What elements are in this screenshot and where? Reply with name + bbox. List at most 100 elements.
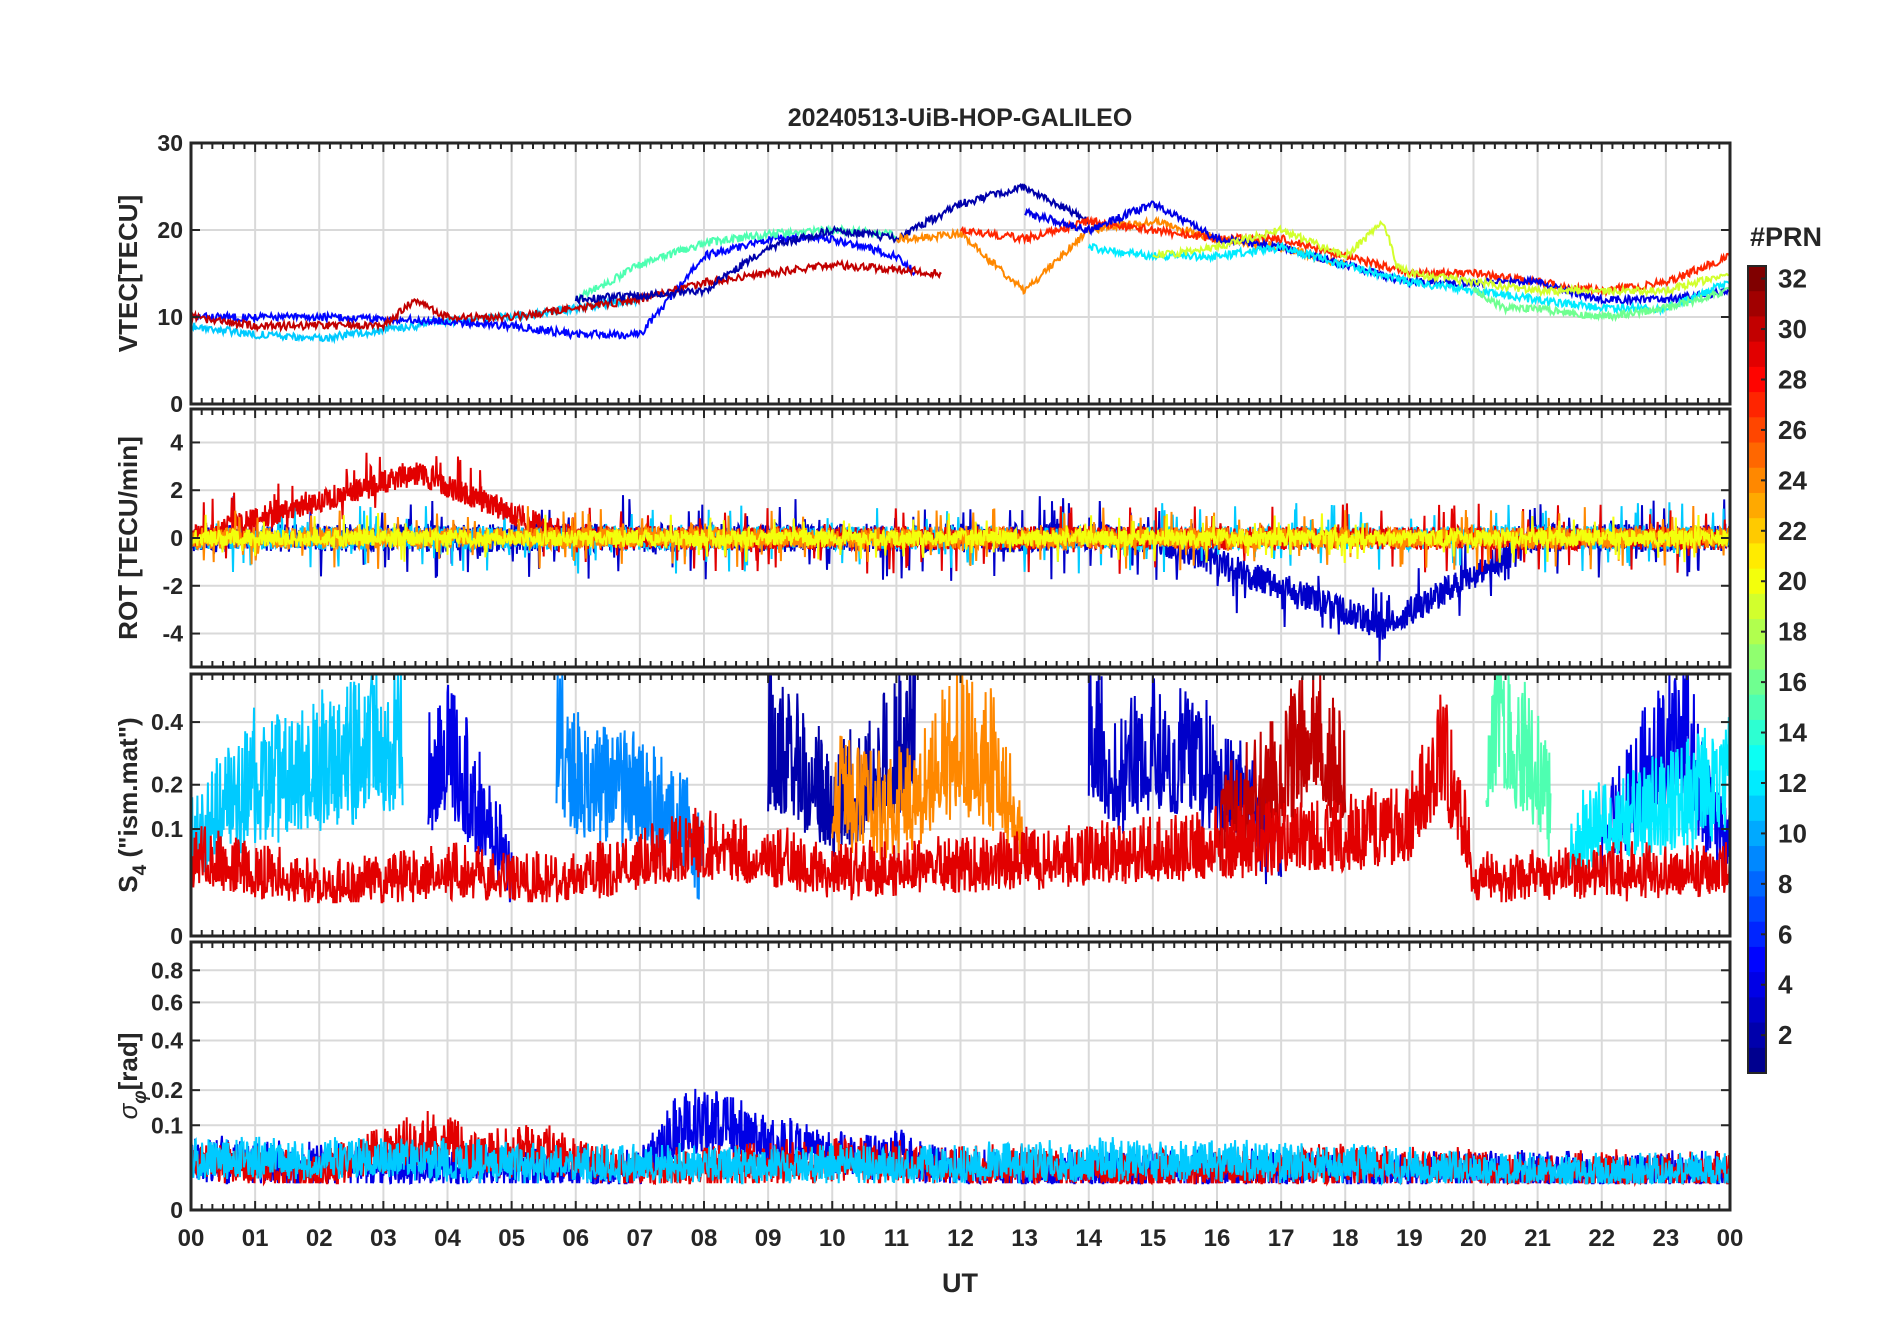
colorbar-swatch <box>1748 266 1766 292</box>
x-tick-label: 08 <box>691 1225 718 1252</box>
y-tick-label: 0 <box>170 391 183 417</box>
x-tick-label: 03 <box>370 1225 397 1252</box>
colorbar-swatch <box>1748 543 1766 570</box>
y-tick-label: 0.4 <box>151 709 183 735</box>
colorbar-swatch <box>1748 518 1766 545</box>
x-tick-label: 12 <box>947 1225 974 1252</box>
colorbar-tick-label: 22 <box>1778 516 1807 546</box>
y-axis-label: ROT [TECU/min] <box>113 436 143 640</box>
x-tick-label: 06 <box>562 1225 589 1252</box>
series-prn-16 <box>1472 286 1730 323</box>
y-tick-label: 30 <box>157 130 183 156</box>
series-prn-2 <box>574 182 1090 306</box>
colorbar-swatch <box>1748 896 1766 923</box>
x-tick-label: 09 <box>755 1225 782 1252</box>
colorbar-tick-label: 8 <box>1778 869 1792 899</box>
series-prn-11 <box>191 674 404 875</box>
colorbar-swatch <box>1748 795 1766 822</box>
y-tick-label: -2 <box>163 573 183 599</box>
panel-rot: 4 2 0 -2 -4 ROT [TECU/min] <box>113 407 1732 669</box>
colorbar-swatch <box>1748 392 1766 418</box>
y-tick-label: 0.2 <box>151 1077 183 1103</box>
panel-sigma_phi: 0.8 0.6 0.4 0.2 0.1 0 σφ[rad] <box>113 940 1732 1223</box>
colorbar-swatch <box>1748 568 1766 595</box>
y-tick-label: 4 <box>170 429 183 455</box>
colorbar-swatch <box>1748 1047 1766 1074</box>
series-prn-11 <box>191 294 640 345</box>
x-tick-label: 00 <box>178 1225 205 1252</box>
x-tick-label: 18 <box>1332 1225 1359 1252</box>
x-tick-label: 04 <box>434 1225 461 1252</box>
colorbar-swatch <box>1748 921 1766 948</box>
y-axis-label: VTEC[TECU] <box>113 195 143 352</box>
x-tick-label: 10 <box>819 1225 846 1252</box>
x-tick-label: 22 <box>1588 1225 1615 1252</box>
series-prn-12 <box>1087 241 1730 317</box>
x-tick-label: 16 <box>1204 1225 1231 1252</box>
x-tick-label: 17 <box>1268 1225 1295 1252</box>
colorbar-tick-label: 26 <box>1778 415 1807 445</box>
colorbar-swatch <box>1748 946 1766 973</box>
colorbar-tick-label: 6 <box>1778 919 1792 949</box>
colorbar: #PRN 32 30 28 26 24 22 20 18 16 14 12 10 8 6 4 2 <box>1747 222 1822 1074</box>
y-tick-label: 0.2 <box>151 772 183 798</box>
x-tick-label: 05 <box>498 1225 525 1252</box>
colorbar-tick-label: 20 <box>1778 566 1807 596</box>
colorbar-swatch <box>1748 291 1766 318</box>
colorbar-swatch <box>1748 669 1766 696</box>
y-tick-label: 0 <box>170 525 183 551</box>
x-tick-label: 01 <box>242 1225 269 1252</box>
x-tick-label: 02 <box>306 1225 333 1252</box>
y-tick-label: 0 <box>170 1197 183 1223</box>
colorbar-swatch <box>1748 366 1766 393</box>
series-prn-11 <box>191 1136 1730 1187</box>
colorbar-label: #PRN <box>1750 222 1822 252</box>
colorbar-swatch <box>1748 1022 1766 1049</box>
y-tick-label: 0.6 <box>151 989 183 1015</box>
grid <box>191 142 1730 405</box>
colorbar-tick-label: 24 <box>1778 465 1807 495</box>
y-tick-label: 0.1 <box>151 816 183 842</box>
x-tick-label: 14 <box>1075 1225 1102 1252</box>
series-prn-24 <box>831 674 1026 872</box>
y-axis-label: σφ[rad] <box>113 1033 151 1120</box>
y-tick-label: 0.4 <box>151 1028 183 1054</box>
colorbar-swatch <box>1748 719 1766 746</box>
colorbar-swatch <box>1748 492 1766 519</box>
series-prn-15 <box>574 223 898 303</box>
colorbar-swatch <box>1748 417 1766 444</box>
y-tick-label: 2 <box>170 477 183 503</box>
series-prn-29 <box>191 694 1730 904</box>
colorbar-tick-label: 16 <box>1778 667 1807 697</box>
colorbar-tick-label: 32 <box>1778 264 1807 294</box>
colorbar-swatch <box>1748 972 1766 998</box>
series-prn-4 <box>427 684 513 903</box>
colorbar-swatch <box>1748 467 1766 494</box>
panel-vtec: 30 20 10 0 VTEC[TECU] <box>113 130 1732 417</box>
colorbar-tick-label: 30 <box>1778 314 1807 344</box>
series-prn-24 <box>895 215 1347 295</box>
x-tick-label: 23 <box>1653 1225 1680 1252</box>
colorbar-swatch <box>1748 694 1766 721</box>
series-prn-19 <box>1152 219 1730 298</box>
colorbar-swatch <box>1748 997 1766 1024</box>
colorbar-swatch <box>1748 316 1766 343</box>
x-tick-label: 19 <box>1396 1225 1423 1252</box>
colorbar-tick-label: 12 <box>1778 768 1807 798</box>
x-tick-labels: 00 01 02 03 04 05 06 07 08 09 10 11 12 13 14 15 16 17 18 19… <box>178 1225 1744 1252</box>
colorbar-swatch <box>1748 619 1766 645</box>
panel-s4: 0.4 0.2 0.1 0 S4 ("ism.mat") <box>113 672 1732 949</box>
colorbar-swatch <box>1748 593 1766 620</box>
colorbar-swatch <box>1748 745 1766 771</box>
colorbar-swatch <box>1748 820 1766 847</box>
y-tick-label: 20 <box>157 217 183 243</box>
y-axis-label: S4 ("ism.mat") <box>113 717 151 892</box>
y-tick-label: 0 <box>170 923 183 949</box>
colorbar-tick-label: 14 <box>1778 718 1807 748</box>
y-tick-label: 0.8 <box>151 957 183 983</box>
x-axis-label: UT <box>942 1268 978 1298</box>
colorbar-tick-label: 10 <box>1778 818 1807 848</box>
colorbar-tick-label: 28 <box>1778 364 1807 394</box>
chart-title: 20240513-UiB-HOP-GALILEO <box>788 104 1133 132</box>
